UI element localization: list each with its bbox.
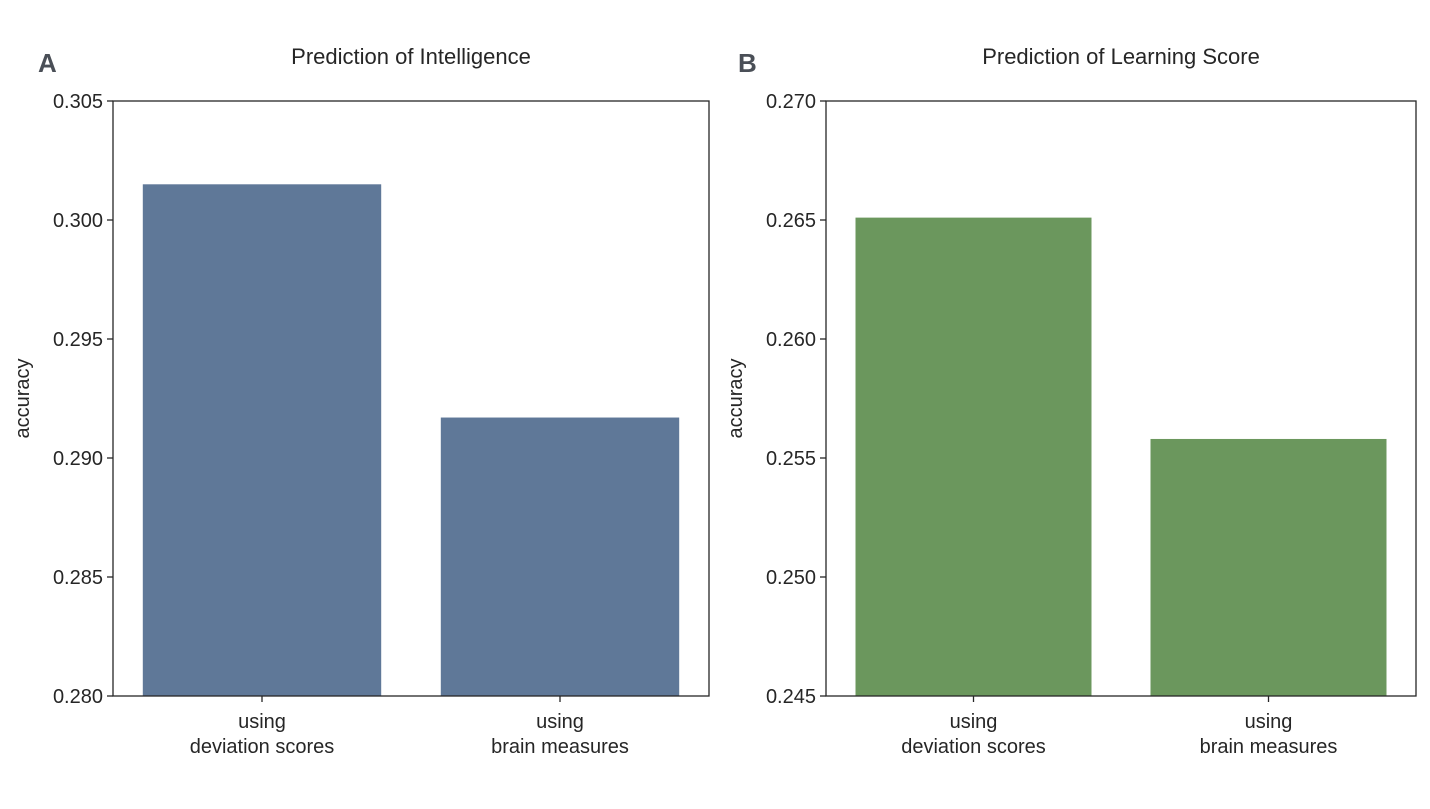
panel-a: A Prediction of Intelligence using deviatio… <box>12 44 710 758</box>
chart-title: Prediction of Learning Score <box>982 44 1260 69</box>
y-tick-label: 0.250 <box>766 567 816 589</box>
y-tick-label: 0.255 <box>766 448 816 470</box>
bar <box>1150 438 1387 696</box>
y-tick-label: 0.245 <box>766 686 816 708</box>
y-tick-label: 0.285 <box>53 567 103 589</box>
x-tick-label: using <box>950 711 998 733</box>
x-tick-label: using <box>1245 711 1293 733</box>
axes-frame <box>825 100 1417 697</box>
y-tick-label: 0.265 <box>766 210 816 232</box>
x-tick-label: using <box>238 711 286 733</box>
bar <box>440 417 680 696</box>
bar <box>855 217 1092 696</box>
y-tick-label: 0.260 <box>766 329 816 351</box>
y-tick-label: 0.300 <box>53 210 103 232</box>
y-tick-label: 0.270 <box>766 91 816 113</box>
y-tick-label: 0.305 <box>53 91 103 113</box>
y-axis-label: accuracy <box>12 358 34 438</box>
panel-label: B <box>738 48 757 78</box>
y-tick-label: 0.280 <box>53 686 103 708</box>
panel-label: A <box>38 48 57 78</box>
x-tick-label: using <box>536 711 584 733</box>
y-axis-label: accuracy <box>725 358 747 438</box>
panel-b: B Prediction of Learning Score using deviat… <box>725 44 1417 758</box>
axes-frame <box>112 100 710 697</box>
y-tick-label: 0.290 <box>53 448 103 470</box>
y-tick-label: 0.295 <box>53 329 103 351</box>
x-tick-label: deviation scores <box>190 736 335 758</box>
x-tick-label: brain measures <box>491 736 629 758</box>
bar <box>142 184 382 697</box>
chart-title: Prediction of Intelligence <box>291 44 531 69</box>
x-tick-label: deviation scores <box>901 736 1046 758</box>
x-tick-label: brain measures <box>1200 736 1338 758</box>
